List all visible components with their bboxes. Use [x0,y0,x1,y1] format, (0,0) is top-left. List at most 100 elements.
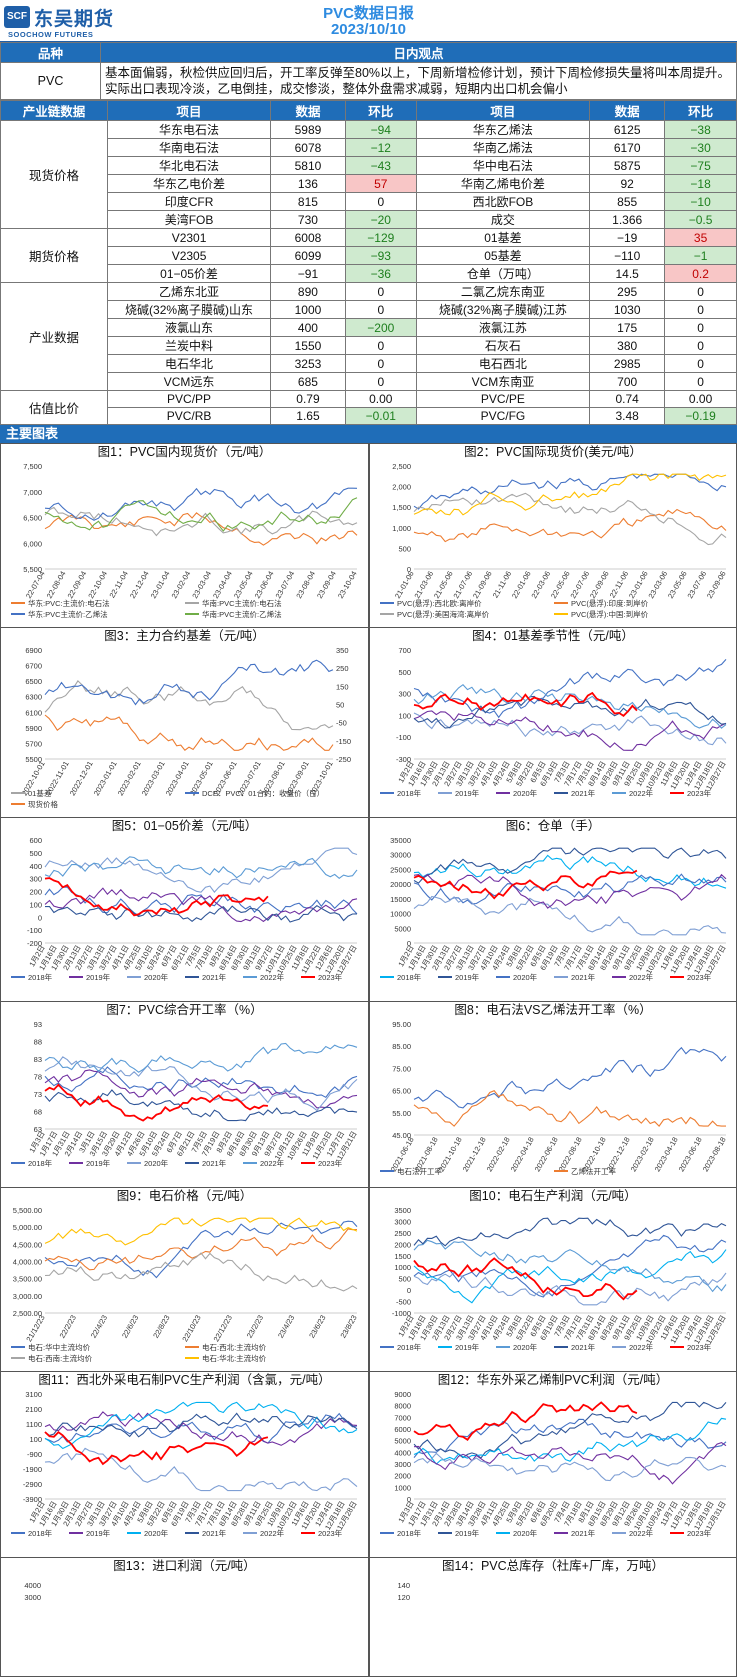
y-tick-label: 85.00 [392,1042,411,1051]
change-cell: 0 [664,336,737,355]
series-line [44,856,358,880]
series-line [44,1042,358,1073]
table-row: 烧碱(32%离子膜碱)山东 1000 0 烧碱(32%离子膜碱)江苏 1030 0 [1,300,737,319]
legend-entry: 2023年 [318,972,343,982]
series-line [413,691,638,717]
y-tick-label: 100 [29,1435,42,1444]
series-line [413,869,638,900]
y-tick-label: 1100 [26,1420,42,1429]
x-tick-label: 23/4/23 [276,1314,296,1340]
y-tick-label: 1000 [394,1483,411,1492]
series-line [413,683,727,729]
chart-title: 图4：01基差季节性（元/吨） [472,629,634,643]
legend-entry: PVC(悬浮):美国海湾:离岸价 [397,609,490,619]
series-line [44,877,269,917]
y-tick-label: 45.00 [392,1131,411,1140]
series-line [413,710,727,751]
table-header-5: 数据 [589,100,666,121]
x-tick-label: 2023-06-18 [677,1136,704,1174]
y-tick-label: -200 [27,939,42,948]
x-tick-label: 22/8/23 [151,1314,171,1340]
x-tick-label: 23-04-04 [211,570,234,601]
table-row: 产业数据 乙烯东北亚 890 0 二氯乙烷东南亚 295 0 [0,282,737,391]
item-cell: 兰炭中料 [107,336,271,355]
chart-svg: 7,500 7,000 6,500 6,000 5,50022-07-0422-08-0… [11,462,359,619]
value-cell: 1.366 [589,210,666,229]
legend-entry: 2021年 [571,972,596,982]
value-cell: 6099 [269,246,346,265]
change-cell: 0 [344,336,417,355]
chart-svg: 700500300100-100-3001月2日1月16日1月30日2月13日2… [380,646,728,798]
value-cell: 295 [589,282,666,301]
item-cell: 仓单（万吨） [415,264,591,283]
legend-entry: 2022年 [629,788,654,798]
chart-svg: 90008000700060005000400030002000100001月3… [380,1390,728,1538]
y2-tick-label: -250 [336,755,351,764]
change-cell: −200 [344,318,417,337]
series-line [413,508,727,543]
legend-entry: 2021年 [571,1342,596,1352]
series-line [44,659,334,706]
report-header: SCF 东吴期货 SOOCHOW FUTURES PVC数据日报 2023/10… [0,0,737,42]
chart-title: 图10：电石生产利润（元/吨） [469,1189,637,1203]
table-header-3: 环比 [344,100,417,121]
chart-svg: 6900 6700 6500 6300 6100 5900 5700 5500 350 250 15… [11,646,351,809]
y-tick-label: -1000 [392,1309,411,1318]
chart-panel-2: 图2：PVC国际现货价(美元/吨） 2,500 2,000 1,500 1,000 500… [369,443,737,628]
chart-svg: 938883787368631月3日1月17日1月31日2月14日3月1日3月1… [11,1020,359,1168]
y-tick-label: 5,500.00 [13,1206,42,1215]
y-tick-label: 3100 [25,1390,42,1399]
series-line [413,873,727,909]
chart-panel-8: 图8：电石法VS乙烯法开工率（%） 95.00 85.00 75.00 65.00 55.… [369,1001,737,1188]
table-header-2: 数据 [269,100,346,121]
legend-entry: 2019年 [455,1528,480,1538]
value-cell: −110 [589,246,666,265]
y2-tick-label: 50 [336,701,344,710]
y-tick-label: 300 [398,690,411,699]
value-cell: 14.5 [589,264,666,283]
series-line [44,1401,358,1450]
item-cell: 华南乙烯法 [415,138,591,157]
table-header-1: 项目 [107,100,271,121]
legend-entry: 2020年 [513,1342,538,1352]
legend-entry: 2020年 [144,1158,169,1168]
y-tick-label: 25000 [390,865,411,874]
y-tick-label: 6300 [25,693,42,702]
y-tick-label: 5,500 [23,565,42,574]
change-cell: 35 [664,228,737,247]
x-tick-label: 2023-01-01 [92,760,119,798]
y-tick-label: 1000 [394,1263,411,1272]
legend-entry: 现货价格 [28,799,58,809]
legend-entry: 2022年 [260,972,285,982]
value-cell: 6008 [269,228,346,247]
y-tick-label: 7000 [394,1413,411,1422]
item-cell: 华东乙烯法 [415,120,591,139]
series-line [413,695,727,729]
y-tick-label: 4000 [394,1448,411,1457]
chart-title: 图9：电石价格（元/吨） [116,1189,253,1203]
value-cell: 855 [589,192,666,211]
y-tick-label: 68 [34,1108,42,1117]
series-line [413,1257,638,1301]
series-line [44,1056,358,1112]
chart-panel-6: 图6：仓单（手） 35000 30000 25000 20000 15000 10000 50… [369,817,737,1002]
item-cell: VCM远东 [107,372,271,391]
y-tick-label: -3900 [23,1495,42,1504]
value-cell: −19 [589,228,666,247]
item-cell: 液氯山东 [107,318,271,337]
y-tick-label: 2,500 [392,462,411,471]
change-cell: 0 [344,192,417,211]
y-tick-label: -900 [27,1450,42,1459]
y-tick-label: 6,000 [23,539,42,548]
x-tick-label: 22-12-04 [128,570,151,601]
chart-title: 图13：进口利润（元/吨） [113,1559,256,1573]
x-tick-label: 22-08-04 [45,570,68,601]
legend-entry: 电石:西南:主流均价 [28,1353,93,1363]
change-cell: −12 [344,138,417,157]
change-cell: 0 [664,300,737,319]
legend-entry: 2023年 [687,788,712,798]
chart-title: 图3：主力合约基差（元/吨） [104,629,265,643]
y-tick-label: 6700 [25,662,42,671]
series-line [44,1447,358,1492]
y-tick-label: 73 [34,1090,42,1099]
